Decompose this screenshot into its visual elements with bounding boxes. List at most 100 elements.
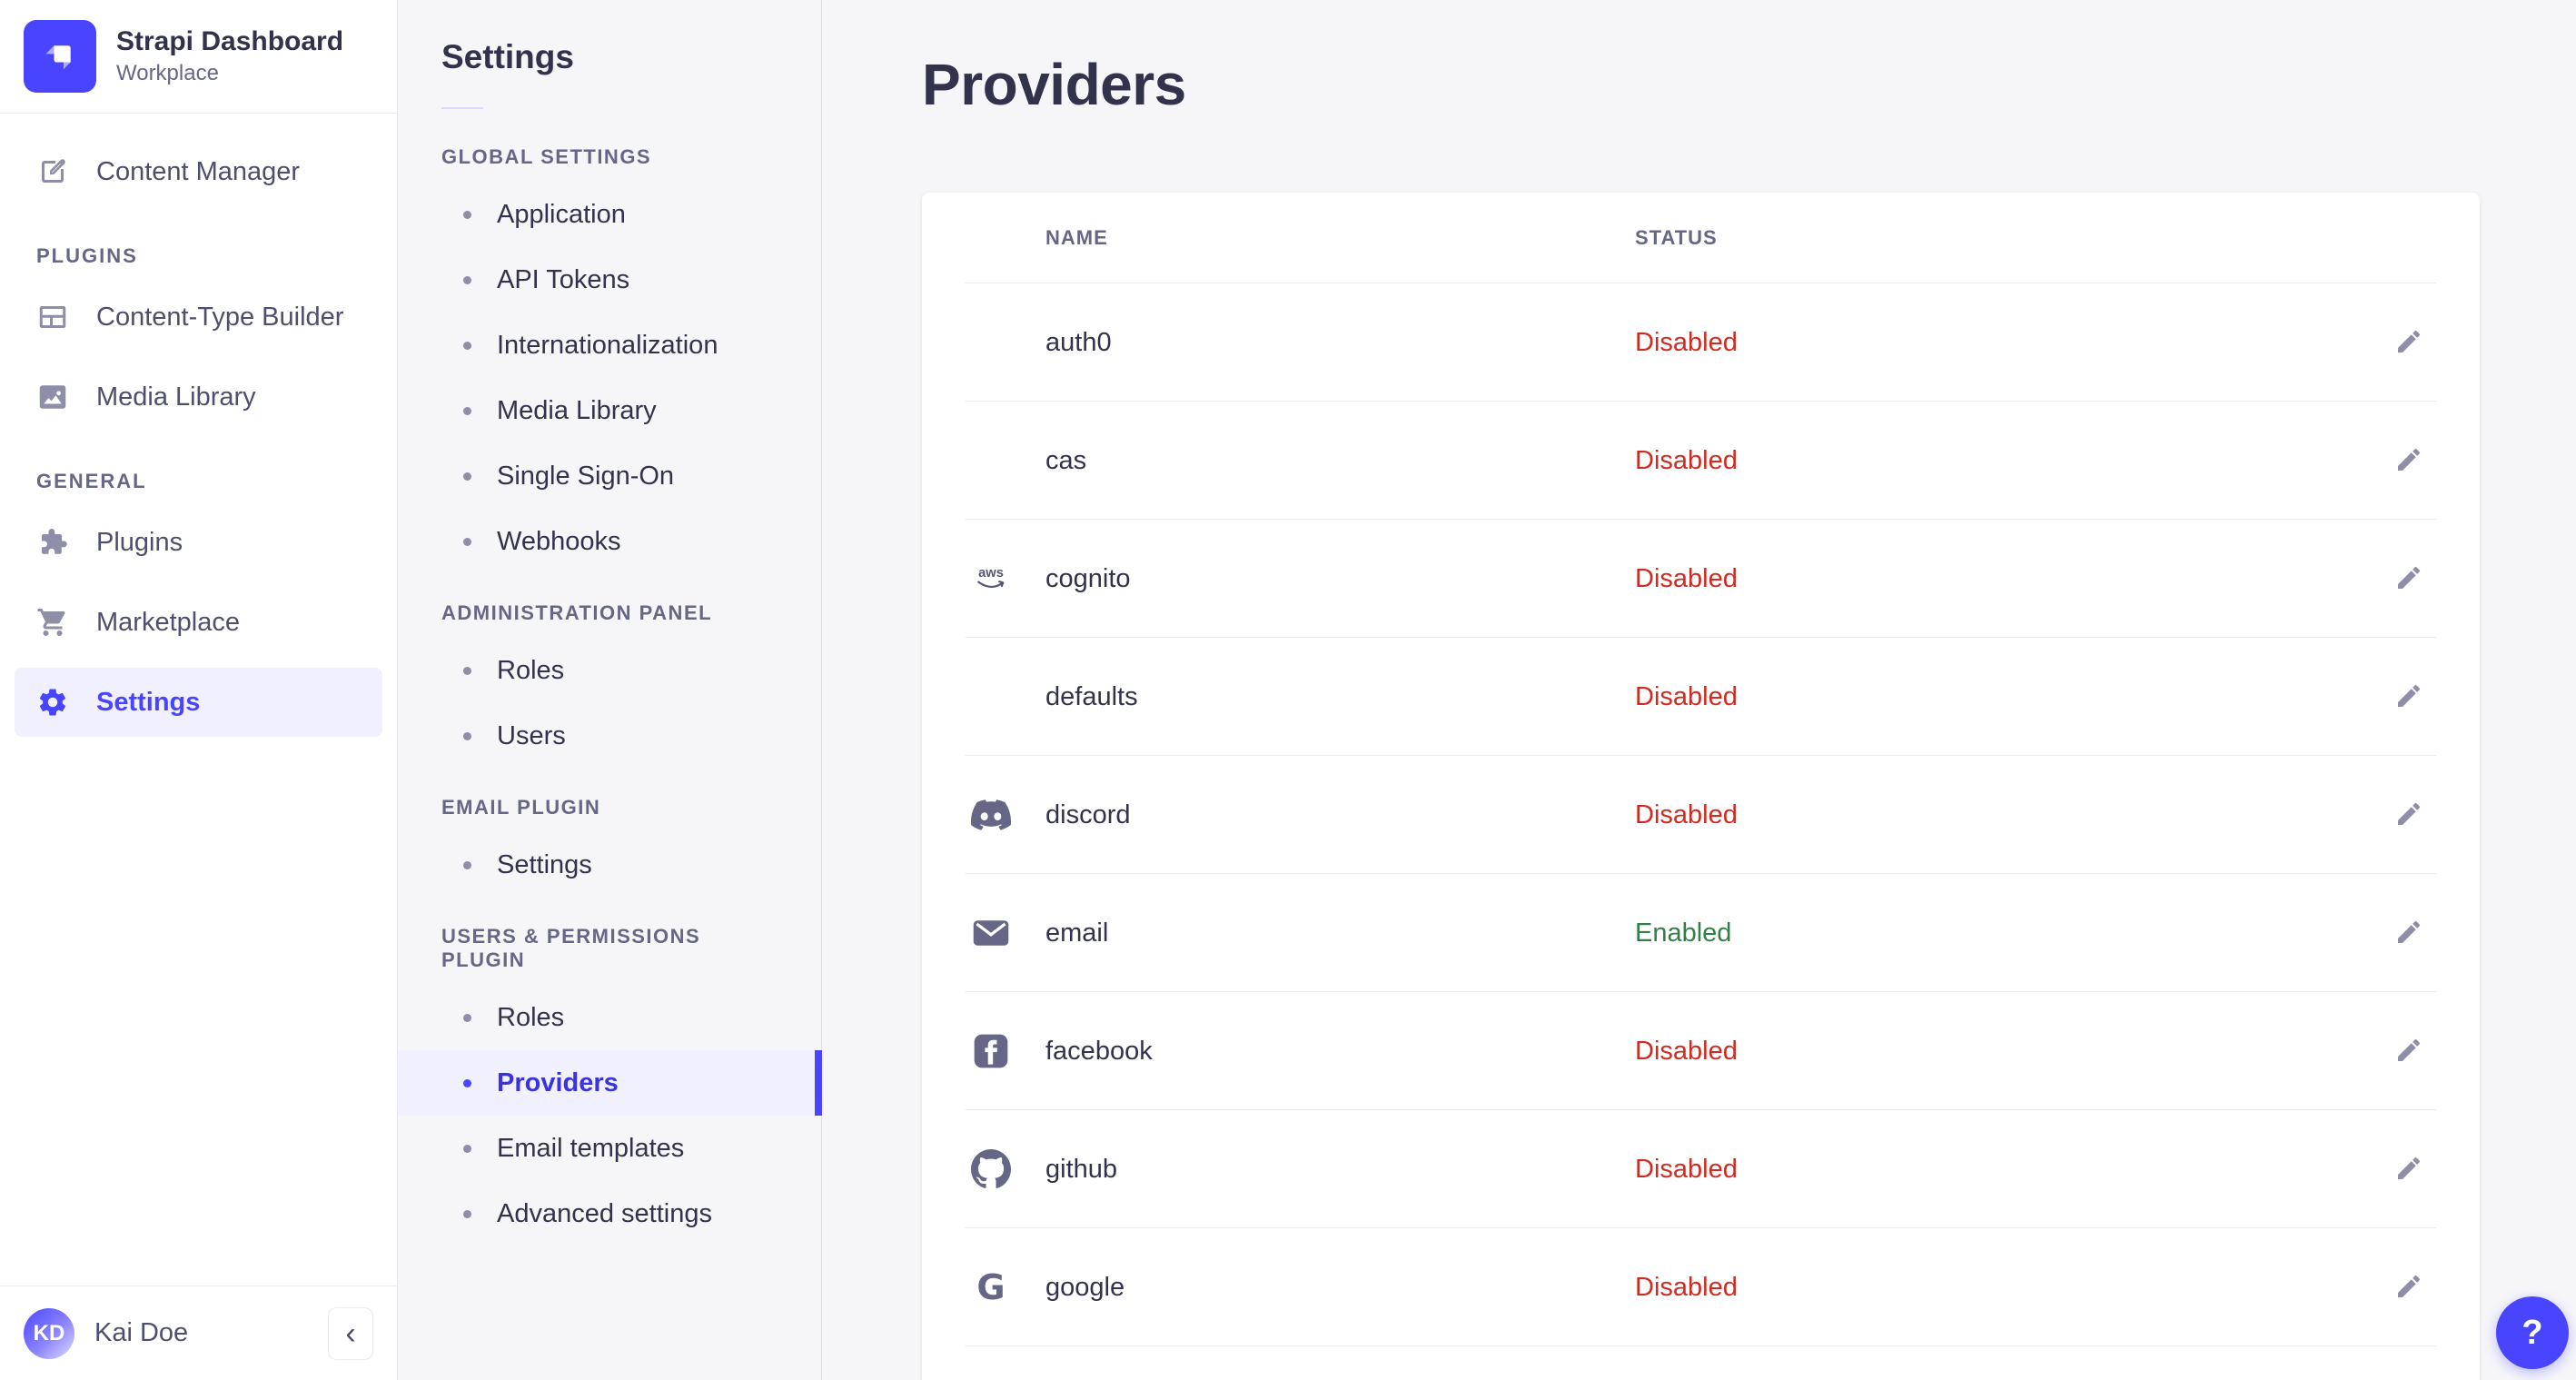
subnav-item-label: Providers <box>497 1067 619 1097</box>
main-sidebar: Strapi Dashboard Workplace Content Manag… <box>0 0 398 1380</box>
subnav-item-label: Users <box>497 720 566 750</box>
provider-name: cas <box>1045 445 1087 475</box>
provider-status: Disabled <box>1635 1272 1738 1302</box>
sidebar-item-settings[interactable]: Settings <box>15 668 382 737</box>
provider-status: Disabled <box>1635 327 1738 357</box>
facebook-icon <box>966 1031 1016 1071</box>
provider-status: Disabled <box>1635 445 1738 475</box>
table-row-defaults: defaults Disabled <box>922 638 2480 756</box>
provider-name: defaults <box>1045 681 1138 711</box>
sidebar-section-plugins: PLUGINS <box>36 244 138 267</box>
edit-provider-button[interactable] <box>2382 1260 2436 1315</box>
subnav-item-roles[interactable]: Roles <box>398 638 821 703</box>
subnav-item-roles[interactable]: Roles <box>398 985 821 1050</box>
sidebar-item-content-type-builder[interactable]: Content-Type Builder <box>15 283 382 352</box>
table-row-discord: discord Disabled <box>922 756 2480 874</box>
table-row-cas: cas Disabled <box>922 402 2480 520</box>
subnav-item-label: API Tokens <box>497 264 630 294</box>
bullet-icon <box>463 666 471 675</box>
provider-name: facebook <box>1045 1036 1153 1066</box>
help-button[interactable]: ? <box>2496 1296 2569 1369</box>
subnav-item-email-templates[interactable]: Email templates <box>398 1116 821 1181</box>
table-row-github: github Disabled <box>922 1110 2480 1228</box>
sidebar-item-content-manager[interactable]: Content Manager <box>15 137 382 206</box>
sidebar-item-marketplace[interactable]: Marketplace <box>15 588 382 657</box>
app-subtitle: Workplace <box>116 61 219 85</box>
discord-icon <box>966 795 1016 835</box>
subnav-section-label: GLOBAL SETTINGS <box>441 145 652 168</box>
providers-table-card: NAME STATUS auth0 Disabled cas Disabled aws c… <box>922 193 2480 1380</box>
column-header-name: NAME <box>1045 226 1108 249</box>
table-header-row: NAME STATUS <box>922 193 2480 283</box>
layout-icon <box>36 301 69 333</box>
brand: Strapi Dashboard Workplace <box>0 0 397 114</box>
sidebar-item-plugins[interactable]: Plugins <box>15 508 382 577</box>
pen-icon <box>36 155 69 188</box>
subnav-item-label: Settings <box>497 849 592 879</box>
column-header-status: STATUS <box>1635 226 1718 249</box>
settings-subnav-title: Settings <box>441 38 574 75</box>
pencil-icon <box>2394 799 2423 831</box>
subnav-section-label: EMAIL PLUGIN <box>441 796 601 819</box>
question-mark-icon: ? <box>2522 1313 2543 1352</box>
edit-provider-button[interactable] <box>2382 670 2436 724</box>
subnav-item-label: Webhooks <box>497 526 621 556</box>
table-row-cognito: aws cognito Disabled <box>922 520 2480 638</box>
collapse-sidebar-button[interactable]: ‹ <box>328 1306 373 1360</box>
edit-provider-button[interactable] <box>2382 315 2436 370</box>
table-row-email: email Enabled <box>922 874 2480 992</box>
provider-status: Enabled <box>1635 918 1732 948</box>
edit-provider-button[interactable] <box>2382 1024 2436 1078</box>
app-title: Strapi Dashboard <box>116 26 344 56</box>
subnav-item-label: Advanced settings <box>497 1198 712 1228</box>
pencil-icon <box>2394 681 2423 713</box>
subnav-item-providers[interactable]: Providers <box>398 1050 822 1116</box>
subnav-item-settings[interactable]: Settings <box>398 832 821 898</box>
subnav-item-webhooks[interactable]: Webhooks <box>398 509 821 574</box>
provider-status: Disabled <box>1635 1154 1738 1184</box>
bullet-icon <box>463 1209 471 1218</box>
aws-icon: aws <box>966 559 1016 599</box>
pencil-icon <box>2394 445 2423 477</box>
pencil-icon <box>2394 1154 2423 1186</box>
provider-name: discord <box>1045 799 1131 829</box>
provider-status: Disabled <box>1635 1036 1738 1066</box>
user-name: Kai Doe <box>94 1318 189 1347</box>
subnav-item-application[interactable]: Application <box>398 182 821 247</box>
table-row-auth0: auth0 Disabled <box>922 283 2480 402</box>
gear-icon <box>36 686 69 719</box>
subnav-item-api-tokens[interactable]: API Tokens <box>398 247 821 313</box>
sidebar-item-label: Marketplace <box>96 607 240 637</box>
cart-icon <box>36 606 69 639</box>
table-row-facebook: facebook Disabled <box>922 992 2480 1110</box>
edit-provider-button[interactable] <box>2382 551 2436 606</box>
subnav-item-label: Email templates <box>497 1133 685 1163</box>
provider-name: email <box>1045 918 1109 948</box>
bullet-icon <box>463 1144 471 1153</box>
bullet-icon <box>463 210 471 219</box>
edit-provider-button[interactable] <box>2382 906 2436 960</box>
subnav-section-label: USERS & PERMISSIONS PLUGIN <box>441 925 701 971</box>
subnav-item-advanced-settings[interactable]: Advanced settings <box>398 1181 821 1246</box>
page-title: Providers <box>922 52 1186 117</box>
picture-icon <box>36 381 69 413</box>
subnav-item-single-sign-on[interactable]: Single Sign-On <box>398 443 821 509</box>
edit-provider-button[interactable] <box>2382 788 2436 842</box>
sidebar-item-media-library[interactable]: Media Library <box>15 362 382 432</box>
edit-provider-button[interactable] <box>2382 1142 2436 1196</box>
edit-provider-button[interactable] <box>2382 433 2436 488</box>
provider-name: cognito <box>1045 563 1131 593</box>
subnav-item-label: Media Library <box>497 395 657 425</box>
sidebar-section-general: GENERAL <box>36 470 147 492</box>
settings-subnav: Settings GLOBAL SETTINGS Application API T… <box>398 0 822 1380</box>
subnav-item-media-library[interactable]: Media Library <box>398 378 821 443</box>
pencil-icon <box>2394 563 2423 595</box>
sidebar-nav: Content Manager PLUGINS Content-Type Bui… <box>0 114 397 1286</box>
bullet-icon <box>463 275 471 284</box>
sidebar-item-label: Settings <box>96 687 201 717</box>
subnav-item-users[interactable]: Users <box>398 703 821 769</box>
bullet-icon <box>463 341 471 350</box>
subnav-item-internationalization[interactable]: Internationalization <box>398 313 821 378</box>
bullet-icon <box>463 860 471 869</box>
